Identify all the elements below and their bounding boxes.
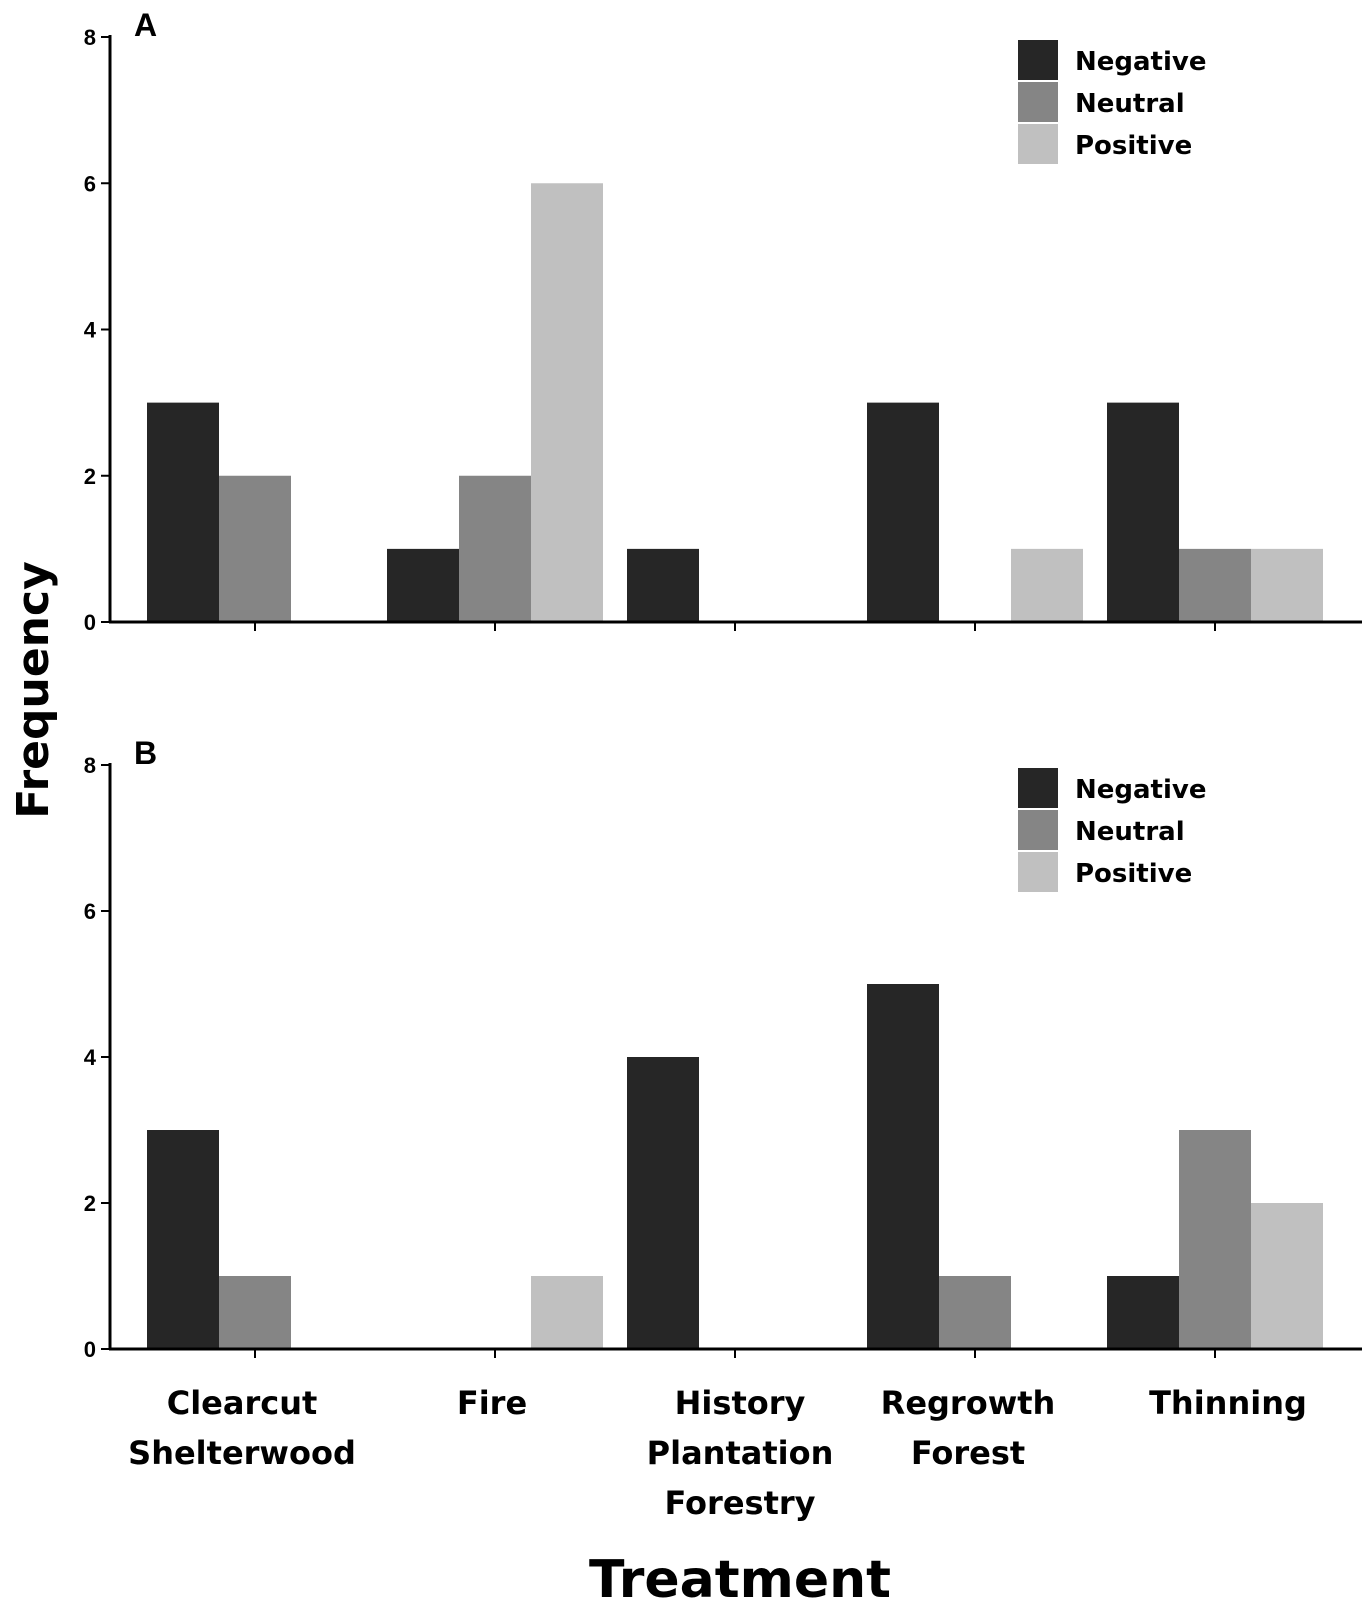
x-category-label: Plantation (647, 1434, 834, 1472)
y-tick-label-b: 6 (84, 899, 96, 924)
bar-b-neutral-1 (219, 1276, 291, 1349)
x-category-label: Shelterwood (128, 1434, 356, 1472)
y-tick-label-b: 8 (84, 753, 96, 778)
y-tick-label-b: 2 (84, 1191, 96, 1216)
bar-b-positive-5 (1251, 1203, 1323, 1349)
legend-label-positive: Positive (1075, 131, 1192, 161)
bar-b-negative-1 (147, 1130, 219, 1349)
y-tick-label-a: 0 (84, 610, 96, 635)
x-category-label: Clearcut (167, 1384, 318, 1422)
panel-label-b: B (134, 735, 157, 771)
x-category-label: Regrowth (881, 1384, 1056, 1422)
legend-swatch-neutral (1018, 82, 1058, 122)
panel-label-a: A (134, 7, 157, 43)
x-category-label: Forest (911, 1434, 1025, 1472)
bar-a-negative-4 (867, 402, 939, 622)
x-category-label: Thinning (1149, 1384, 1307, 1422)
bar-a-neutral-5 (1179, 548, 1251, 622)
y-tick-label-a: 4 (84, 318, 97, 343)
legend-label-neutral: Neutral (1075, 89, 1185, 119)
x-axis-title: Treatment (589, 1550, 891, 1610)
bar-a-positive-5 (1251, 548, 1323, 622)
bar-a-neutral-2 (459, 475, 531, 622)
legend-swatch-neutral (1018, 810, 1058, 850)
bar-a-positive-4 (1011, 548, 1083, 622)
y-tick-label-b: 0 (84, 1337, 96, 1362)
y-tick-label-a: 8 (84, 25, 96, 50)
legend-swatch-negative (1018, 40, 1058, 80)
bar-a-negative-5 (1107, 402, 1179, 622)
bar-b-negative-4 (867, 984, 939, 1349)
bar-b-positive-2 (531, 1276, 603, 1349)
legend-label-neutral: Neutral (1075, 817, 1185, 847)
legend-swatch-positive (1018, 852, 1058, 892)
bar-a-negative-3 (627, 548, 699, 622)
bar-a-positive-2 (531, 183, 603, 622)
bar-b-negative-3 (627, 1057, 699, 1349)
bar-a-neutral-1 (219, 475, 291, 622)
x-category-label: Forestry (664, 1484, 815, 1522)
bar-a-negative-2 (387, 548, 459, 622)
y-axis-title: Frequency (8, 561, 59, 819)
x-category-label: Fire (457, 1384, 527, 1422)
bar-b-negative-5 (1107, 1276, 1179, 1349)
y-tick-label-a: 6 (84, 171, 96, 196)
bar-b-neutral-5 (1179, 1130, 1251, 1349)
legend-label-negative: Negative (1075, 47, 1206, 77)
y-tick-label-a: 2 (84, 464, 96, 489)
legend-swatch-positive (1018, 124, 1058, 164)
legend-label-negative: Negative (1075, 775, 1206, 805)
bar-b-neutral-4 (939, 1276, 1011, 1349)
legend-swatch-negative (1018, 768, 1058, 808)
y-tick-label-b: 4 (84, 1045, 97, 1070)
legend-label-positive: Positive (1075, 859, 1192, 889)
bar-a-negative-1 (147, 402, 219, 622)
x-category-label: History (675, 1384, 806, 1422)
